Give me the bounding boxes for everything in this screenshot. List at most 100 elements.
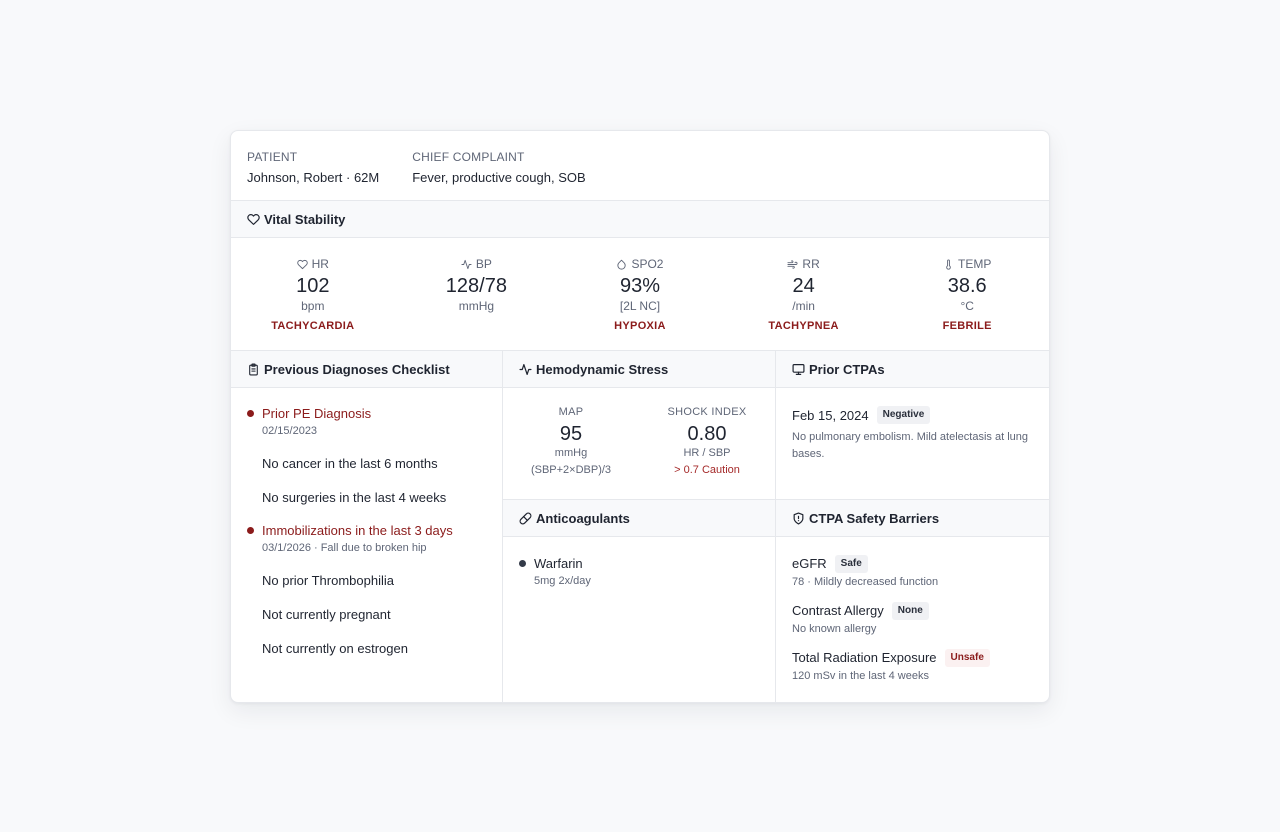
clipboard-icon [247, 363, 260, 376]
checklist-panel: Previous Diagnoses Checklist Prior PE Di… [231, 351, 503, 702]
barrier-item: Contrast Allergy None No known allergy [792, 602, 1033, 636]
shock-index-metric: SHOCK INDEX 0.80 HR / SBP > 0.7 Caution [639, 406, 775, 499]
ctpa-date: Feb 15, 2024 [792, 407, 869, 423]
vital-bp: BP 128/78 mmHg [395, 238, 559, 350]
checklist-item: No surgeries in the last 4 weeks [247, 490, 486, 506]
checklist-item-text: Not currently on estrogen [262, 641, 408, 656]
list-item: Warfarin 5mg 2x/day [519, 556, 759, 587]
clinical-summary-card: PATIENT Johnson, Robert · 62M CHIEF COMP… [230, 130, 1050, 703]
vital-hr: HR 102 bpm TACHYCARDIA [231, 238, 395, 350]
checklist-header: Previous Diagnoses Checklist [231, 351, 502, 388]
checklist-item-text: No prior Thrombophilia [262, 573, 394, 588]
vital-temp: TEMP 38.6 °C FEBRILE [885, 238, 1049, 350]
heart-icon [247, 213, 260, 226]
barrier-name: Total Radiation Exposure [792, 650, 937, 665]
checklist-item-sub: 03/1/2026 · Fall due to broken hip [262, 542, 427, 554]
vital-unit: bpm [301, 299, 325, 313]
checklist-item-text: Not currently pregnant [262, 607, 391, 622]
checklist-item: Immobilizations in the last 3 days 03/1/… [247, 523, 486, 555]
barrier-name: eGFR [792, 556, 827, 571]
barriers-list: eGFR Safe 78 · Mildly decreased function… [776, 537, 1049, 683]
checklist-item-text: Immobilizations in the last 3 days [262, 523, 453, 538]
patient-info: PATIENT Johnson, Robert · 62M [247, 150, 379, 200]
prior-ctpa-entry: Feb 15, 2024 Negative No pulmonary embol… [776, 388, 1049, 500]
patient-name: Johnson, Robert · 62M [247, 170, 380, 185]
vital-unit: mmHg [458, 299, 495, 313]
checklist-item: No prior Thrombophilia [247, 573, 486, 589]
vital-flag: TACHYCARDIA [271, 320, 355, 332]
heart-icon [296, 259, 308, 269]
patient-header: PATIENT Johnson, Robert · 62M CHIEF COMP… [231, 131, 1049, 201]
chief-complaint-label: CHIEF COMPLAINT [412, 150, 525, 164]
shield-icon [792, 511, 805, 525]
checklist-item: Not currently pregnant [247, 607, 486, 623]
barrier-detail: No known allergy [792, 623, 877, 635]
hemodynamic-metrics: MAP 95 mmHg (SBP+2×DBP)/3 SHOCK INDEX 0.… [503, 388, 775, 500]
status-badge: None [891, 602, 929, 620]
vital-flag: TACHYPNEA [768, 320, 839, 332]
vital-value: 93% [619, 275, 660, 297]
vital-value: 38.6 [947, 275, 987, 297]
drug-name: Warfarin [534, 556, 583, 571]
checklist-item-text: No surgeries in the last 4 weeks [262, 490, 447, 505]
barrier-detail: 120 mSv in the last 4 weeks [792, 670, 929, 682]
map-value: 95 [559, 423, 583, 445]
barriers-title: CTPA Safety Barriers [809, 510, 940, 526]
map-label: MAP [558, 406, 584, 418]
vital-label: RR [802, 257, 820, 271]
vital-value: 128/78 [445, 275, 507, 297]
vital-spo2: SPO2 93% [2L NC] HYPOXIA [558, 238, 722, 350]
patient-label: PATIENT [247, 150, 298, 164]
checklist-item: Not currently on estrogen [247, 641, 486, 657]
checklist-title: Previous Diagnoses Checklist [264, 361, 450, 377]
anticoagulants-header: Anticoagulants [503, 500, 775, 537]
activity-icon [519, 363, 532, 376]
droplet-icon [617, 259, 627, 269]
checklist-item: Prior PE Diagnosis 02/15/2023 [247, 406, 486, 438]
barrier-detail: 78 · Mildly decreased function [792, 576, 939, 588]
checklist-item-text: Prior PE Diagnosis [262, 406, 372, 421]
vital-flag: HYPOXIA [614, 320, 666, 332]
shock-index-label: SHOCK INDEX [667, 406, 747, 418]
vital-flag: FEBRILE [942, 320, 992, 332]
chief-complaint-value: Fever, productive cough, SOB [412, 170, 586, 185]
vital-rr: RR 24 /min TACHYPNEA [722, 238, 886, 350]
vital-value: 24 [792, 275, 815, 297]
vital-label: HR [311, 257, 329, 271]
chief-complaint: CHIEF COMPLAINT Fever, productive cough,… [412, 150, 585, 200]
vital-label: SPO2 [631, 257, 664, 271]
map-metric: MAP 95 mmHg (SBP+2×DBP)/3 [503, 406, 639, 499]
shock-index-value: 0.80 [687, 423, 727, 445]
anticoagulants-title: Anticoagulants [536, 510, 630, 526]
ctpa-description: No pulmonary embolism. Mild atelectasis … [792, 431, 1028, 460]
activity-icon [461, 259, 472, 269]
detail-grid: Previous Diagnoses Checklist Prior PE Di… [231, 351, 1049, 702]
checklist-item-text: No cancer in the last 6 months [262, 456, 438, 471]
checklist-item-sub: 02/15/2023 [262, 425, 318, 437]
status-badge: Unsafe [944, 649, 990, 667]
anticoagulants-list: Warfarin 5mg 2x/day [503, 537, 775, 587]
bullet-dot [519, 560, 526, 567]
monitor-icon [792, 363, 805, 376]
vital-unit: [2L NC] [619, 299, 661, 313]
alert-dot [247, 527, 254, 534]
checklist-items: Prior PE Diagnosis 02/15/2023 No cancer … [231, 388, 502, 657]
ctpa-panel: Prior CTPAs Feb 15, 2024 Negative No pul… [776, 351, 1049, 702]
checklist-item: No cancer in the last 6 months [247, 456, 486, 472]
hemodynamic-panel: Hemodynamic Stress MAP 95 mmHg (SBP+2×DB… [503, 351, 776, 702]
map-unit: mmHg [554, 447, 588, 459]
vital-stability-title: Vital Stability [264, 211, 346, 227]
barrier-name: Contrast Allergy [792, 603, 884, 618]
status-badge: Negative [876, 406, 931, 424]
shock-index-caution: > 0.7 Caution [674, 464, 740, 476]
shock-index-unit: HR / SBP [683, 447, 731, 459]
map-formula: (SBP+2×DBP)/3 [530, 464, 612, 476]
wind-icon [787, 259, 798, 269]
thermometer-icon [946, 258, 951, 270]
vitals-row: HR 102 bpm TACHYCARDIA BP 128/78 mmHg SP… [231, 238, 1049, 351]
pill-icon [519, 512, 532, 525]
vital-unit: /min [792, 299, 815, 313]
barrier-item: Total Radiation Exposure Unsafe 120 mSv … [792, 649, 1033, 683]
vital-label: TEMP [958, 257, 992, 271]
status-badge: Safe [834, 555, 868, 573]
